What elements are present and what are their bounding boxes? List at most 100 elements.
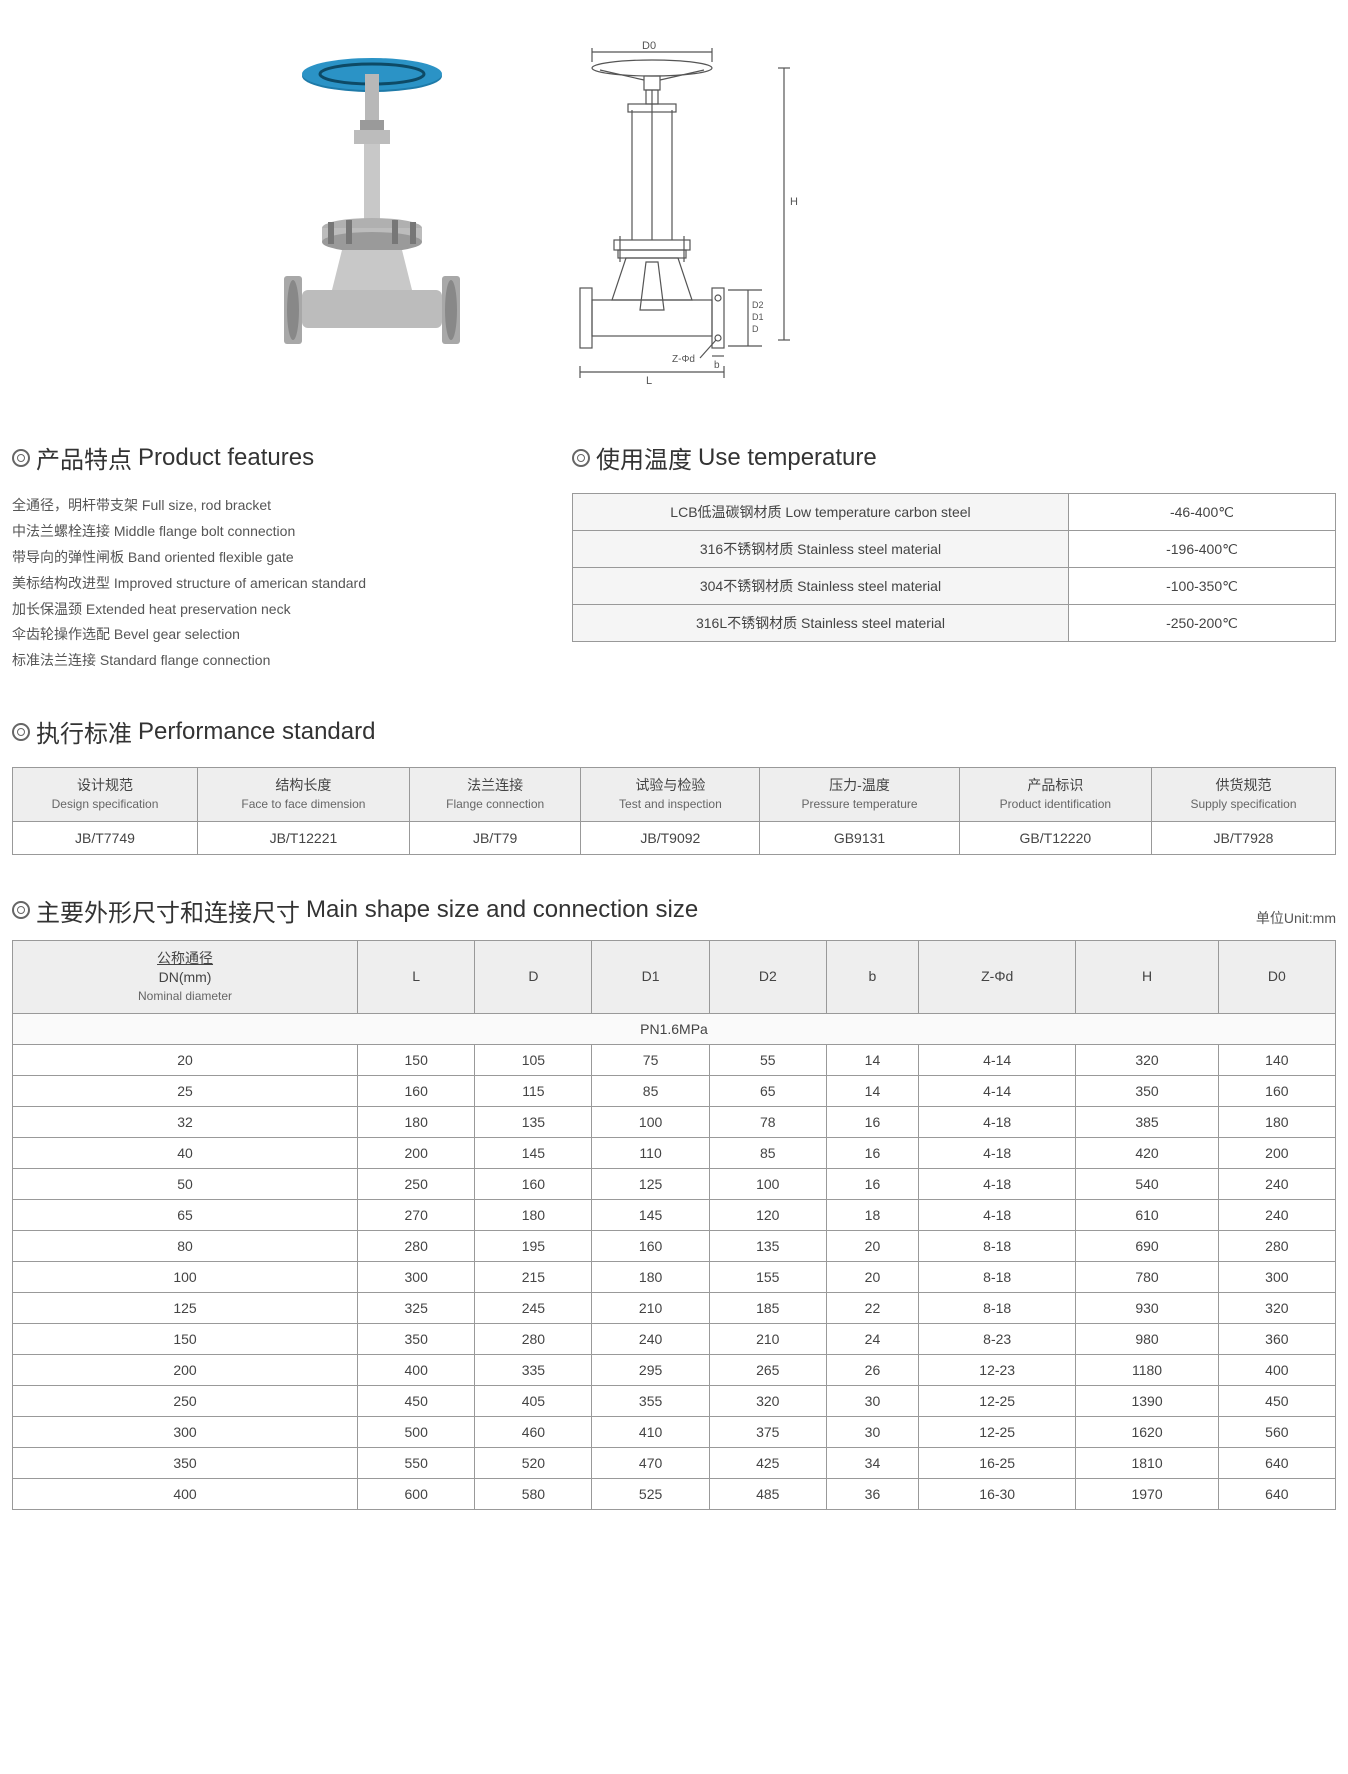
table-cell: 20 <box>826 1261 918 1292</box>
table-cell: 155 <box>709 1261 826 1292</box>
table-cell: 110 <box>592 1137 709 1168</box>
performance-table: 设计规范Design specification结构长度Face to face… <box>12 767 1336 854</box>
table-cell: 180 <box>1218 1106 1335 1137</box>
table-cell: 215 <box>475 1261 592 1292</box>
table-cell: 185 <box>709 1292 826 1323</box>
product-photo <box>272 50 472 390</box>
table-cell: GB/T12220 <box>959 821 1151 854</box>
table-cell: 135 <box>475 1106 592 1137</box>
table-cell: 265 <box>709 1354 826 1385</box>
table-cell: 160 <box>358 1075 475 1106</box>
size-table: 公称通径DN(mm)Nominal diameterLDD1D2bZ-ΦdHD0… <box>12 940 1336 1510</box>
temp-title-cn: 使用温度 <box>596 440 692 475</box>
feature-item: 标准法兰连接 Standard flange connection <box>12 648 532 674</box>
size-table-section: 主要外形尺寸和连接尺寸 Main shape size and connecti… <box>12 893 1336 1510</box>
table-header: b <box>826 940 918 1013</box>
table-cell: 50 <box>13 1168 358 1199</box>
table-header: 试验与检验Test and inspection <box>581 768 760 821</box>
range-cell: -250-200℃ <box>1068 605 1335 642</box>
material-cell: 316不锈钢材质 Stainless steel material <box>573 531 1069 568</box>
table-cell: 1620 <box>1076 1416 1218 1447</box>
table-cell: 4-18 <box>919 1106 1076 1137</box>
table-header: H <box>1076 940 1218 1013</box>
table-cell: JB/T12221 <box>198 821 410 854</box>
table-row: 50250160125100164-18540240 <box>13 1168 1336 1199</box>
table-row: 80280195160135208-18690280 <box>13 1230 1336 1261</box>
feature-item: 中法兰螺栓连接 Middle flange bolt connection <box>12 519 532 545</box>
table-cell: 360 <box>1218 1323 1335 1354</box>
table-cell: 320 <box>1076 1044 1218 1075</box>
table-cell: 640 <box>1218 1478 1335 1509</box>
features-title-en: Product features <box>138 444 314 472</box>
table-cell: 355 <box>592 1385 709 1416</box>
table-cell: 470 <box>592 1447 709 1478</box>
table-cell: 100 <box>592 1106 709 1137</box>
bullet-icon <box>12 449 30 467</box>
table-cell: 65 <box>709 1075 826 1106</box>
svg-text:b: b <box>714 360 720 371</box>
table-row: 251601158565144-14350160 <box>13 1075 1336 1106</box>
table-header: 公称通径DN(mm)Nominal diameter <box>13 940 358 1013</box>
table-cell: 16-30 <box>919 1478 1076 1509</box>
table-cell: 8-18 <box>919 1230 1076 1261</box>
table-cell: 80 <box>13 1230 358 1261</box>
size-title-en: Main shape size and connection size <box>306 896 698 924</box>
table-cell: 36 <box>826 1478 918 1509</box>
table-cell: 450 <box>1218 1385 1335 1416</box>
table-cell: 12-23 <box>919 1354 1076 1385</box>
feature-item: 带导向的弹性闸板 Band oriented flexible gate <box>12 545 532 571</box>
table-cell: 280 <box>358 1230 475 1261</box>
table-cell: 240 <box>592 1323 709 1354</box>
features-heading: 产品特点 Product features <box>12 440 532 475</box>
performance-heading: 执行标准 Performance standard <box>12 714 1336 749</box>
svg-text:D1: D1 <box>752 312 764 322</box>
table-row: 150350280240210248-23980360 <box>13 1323 1336 1354</box>
table-header: Z-Φd <box>919 940 1076 1013</box>
table-cell: 540 <box>1076 1168 1218 1199</box>
table-cell: 520 <box>475 1447 592 1478</box>
table-cell: 295 <box>592 1354 709 1385</box>
range-cell: -100-350℃ <box>1068 568 1335 605</box>
table-cell: 135 <box>709 1230 826 1261</box>
table-cell: JB/T79 <box>409 821 581 854</box>
table-cell: 4-18 <box>919 1168 1076 1199</box>
unit-label: 单位Unit:mm <box>1256 908 1336 928</box>
table-cell: 210 <box>709 1323 826 1354</box>
table-header: D0 <box>1218 940 1335 1013</box>
table-header: 产品标识Product identification <box>959 768 1151 821</box>
table-cell: 160 <box>475 1168 592 1199</box>
table-cell: 200 <box>1218 1137 1335 1168</box>
material-cell: 316L不锈钢材质 Stainless steel material <box>573 605 1069 642</box>
table-cell: 150 <box>358 1044 475 1075</box>
table-cell: 405 <box>475 1385 592 1416</box>
range-cell: -196-400℃ <box>1068 531 1335 568</box>
table-row: 100300215180155208-18780300 <box>13 1261 1336 1292</box>
table-cell: 500 <box>358 1416 475 1447</box>
table-cell: 690 <box>1076 1230 1218 1261</box>
performance-standard-section: 执行标准 Performance standard 设计规范Design spe… <box>12 714 1336 854</box>
feature-item: 美标结构改进型 Improved structure of american s… <box>12 571 532 597</box>
table-cell: 120 <box>709 1199 826 1230</box>
table-cell: 400 <box>13 1478 358 1509</box>
table-cell: 245 <box>475 1292 592 1323</box>
table-cell: 400 <box>1218 1354 1335 1385</box>
table-cell: 24 <box>826 1323 918 1354</box>
bullet-icon <box>572 449 590 467</box>
table-cell: 85 <box>709 1137 826 1168</box>
range-cell: -46-400℃ <box>1068 494 1335 531</box>
material-cell: LCB低温碳钢材质 Low temperature carbon steel <box>573 494 1069 531</box>
table-cell: 1390 <box>1076 1385 1218 1416</box>
top-image-row: D0 <box>12 20 1336 440</box>
table-cell: 400 <box>358 1354 475 1385</box>
table-row: 201501057555144-14320140 <box>13 1044 1336 1075</box>
svg-text:L: L <box>646 375 652 387</box>
table-cell: 300 <box>1218 1261 1335 1292</box>
table-cell: 610 <box>1076 1199 1218 1230</box>
table-header: 供货规范Supply specification <box>1151 768 1335 821</box>
table-row: 3218013510078164-18385180 <box>13 1106 1336 1137</box>
table-cell: 320 <box>709 1385 826 1416</box>
table-cell: 460 <box>475 1416 592 1447</box>
table-cell: 1810 <box>1076 1447 1218 1478</box>
table-cell: 55 <box>709 1044 826 1075</box>
table-row: 4006005805254853616-301970640 <box>13 1478 1336 1509</box>
